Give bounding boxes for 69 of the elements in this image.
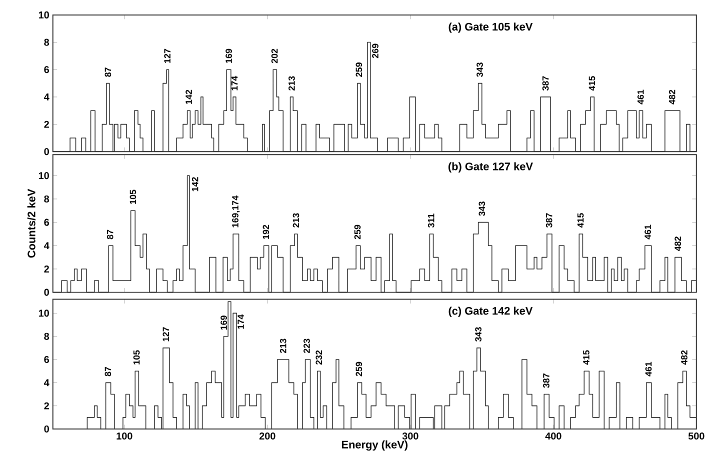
- x-tick-label: 400: [545, 432, 562, 440]
- annotation: 415: [577, 213, 584, 228]
- annotation: 87: [106, 230, 114, 240]
- x-tick-label: 500: [688, 432, 704, 440]
- annotation: 232: [316, 350, 322, 365]
- annotation: 259: [356, 362, 362, 376]
- annotation: 461: [644, 224, 651, 240]
- annotation: 142: [192, 177, 198, 192]
- y-tick-label: 10: [38, 310, 49, 317]
- annotation: 387: [546, 213, 552, 228]
- annotation: 174: [231, 76, 238, 90]
- y-tick-label: 2: [44, 402, 49, 410]
- annotation: 415: [583, 350, 590, 365]
- y-axis-title: Counts/2 keV: [27, 188, 36, 258]
- annotation: 223: [304, 338, 310, 354]
- annotation: 169: [220, 316, 227, 330]
- y-tick-label: 0: [44, 426, 49, 433]
- annotation: 343: [475, 327, 482, 342]
- y-tick-label: 8: [44, 332, 50, 340]
- annotation: 213: [280, 338, 286, 354]
- annotation: 105: [133, 350, 140, 364]
- annotation: 482: [681, 350, 688, 365]
- annotation: 192: [262, 224, 270, 239]
- annotation: 213: [292, 213, 300, 228]
- annotation: 87: [104, 366, 112, 376]
- annotation: 387: [542, 76, 549, 91]
- x-tick-label: 300: [402, 432, 418, 440]
- y-tick-label: 2: [44, 120, 49, 128]
- annotation: 142: [186, 90, 192, 104]
- y-tick-label: 4: [44, 379, 50, 386]
- annotation: 415: [588, 76, 596, 91]
- annotation: 482: [674, 236, 681, 252]
- y-tick-label: 10: [38, 172, 49, 180]
- annotation: 202: [271, 48, 278, 64]
- x-tick-label: 200: [259, 432, 276, 440]
- y-tick-label: 0: [44, 148, 49, 156]
- annotation: 387: [543, 374, 550, 388]
- x-tick-label: 100: [116, 432, 132, 440]
- annotation: 461: [645, 362, 652, 376]
- y-tick-label: 6: [44, 218, 50, 226]
- annotation: 259: [356, 62, 362, 77]
- text: (a) Gate 105 keV: [448, 22, 533, 33]
- y-tick-label: 0: [44, 288, 49, 296]
- annotation: 105: [130, 190, 136, 204]
- y-tick-label: 4: [44, 242, 50, 250]
- annotation: 343: [476, 62, 483, 77]
- y-tick-label: 6: [44, 66, 50, 74]
- y-tick-label: 8: [44, 195, 50, 203]
- y-tick-label: 4: [44, 94, 50, 100]
- annotation: 127: [164, 48, 170, 63]
- text: (c) Gate 142 keV: [448, 306, 533, 317]
- annotation: 169,174: [232, 196, 240, 228]
- annotation: 127: [162, 327, 169, 342]
- annotation: 213: [288, 76, 295, 91]
- annotation: 461: [637, 90, 644, 104]
- y-tick-label: 6: [44, 356, 50, 364]
- annotation: 87: [104, 68, 112, 77]
- annotation: 482: [668, 90, 676, 104]
- x-axis-title: Energy (keV): [342, 440, 408, 451]
- y-tick-label: 10: [38, 11, 49, 18]
- y-tick-label: 2: [44, 266, 49, 272]
- annotation: 259: [354, 224, 361, 240]
- text: (b) Gate 127 keV: [448, 162, 533, 172]
- annotation: 343: [478, 202, 486, 216]
- annotation: 311: [428, 214, 434, 228]
- annotation: 169: [226, 48, 232, 63]
- y-tick-label: 8: [44, 38, 50, 46]
- annotation: 269: [372, 44, 378, 58]
- annotation: 174: [238, 314, 244, 329]
